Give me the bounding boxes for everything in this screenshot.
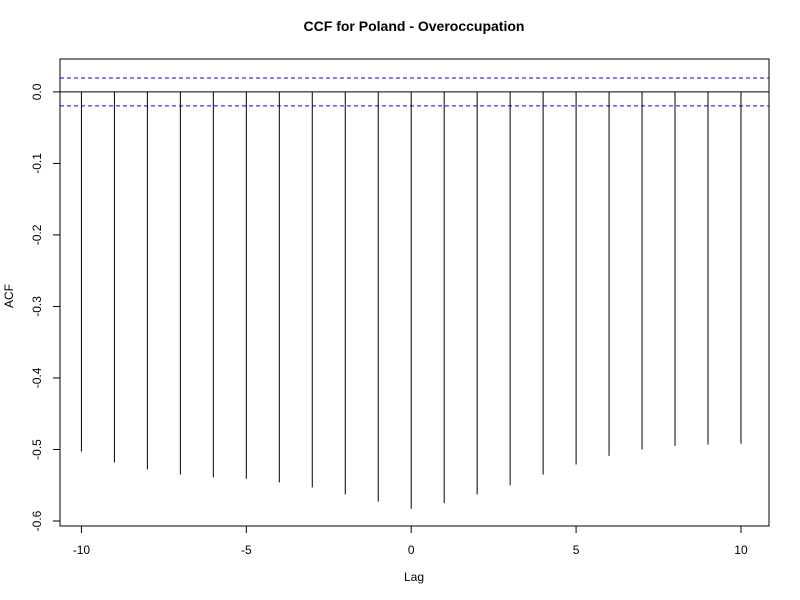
y-axis-label: ACF — [2, 284, 16, 308]
x-tick-label: 5 — [573, 543, 580, 557]
x-tick-label: -5 — [241, 543, 252, 557]
x-tick-label: 10 — [734, 543, 748, 557]
x-tick-label: -10 — [73, 543, 91, 557]
x-axis: -10 -5 0 5 10 — [73, 525, 748, 557]
y-tick-label: -0.2 — [30, 224, 44, 245]
y-axis: 0.0 -0.1 -0.2 -0.3 -0.4 -0.5 -0.6 — [30, 83, 61, 531]
y-tick-label: -0.5 — [30, 439, 44, 460]
plot-frame — [59, 58, 770, 527]
y-tick-label: -0.1 — [30, 153, 44, 174]
y-tick-label: 0.0 — [30, 83, 44, 100]
y-tick-label: -0.4 — [30, 367, 44, 388]
y-tick-label: -0.3 — [30, 296, 44, 317]
plot-area — [60, 77, 769, 509]
x-tick-label: 0 — [408, 543, 415, 557]
x-axis-label: Lag — [404, 570, 424, 584]
y-tick-label: -0.6 — [30, 510, 44, 531]
chart-title: CCF for Poland - Overoccupation — [304, 18, 525, 34]
